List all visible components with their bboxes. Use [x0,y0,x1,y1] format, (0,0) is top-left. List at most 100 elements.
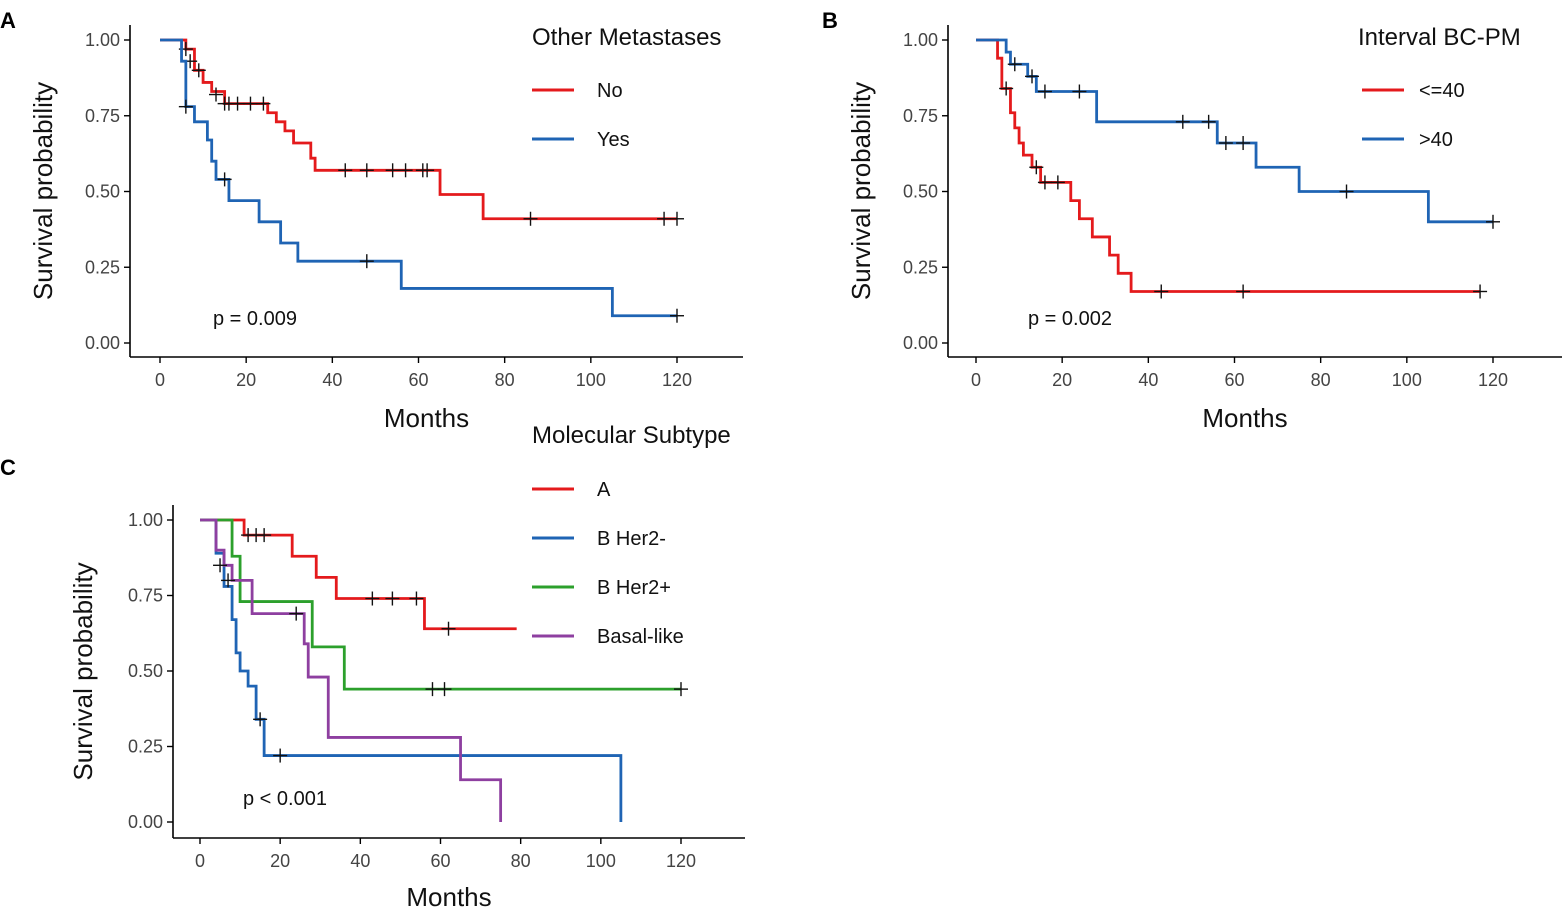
censor-mark [1072,84,1087,99]
x-tick-label: 60 [1224,370,1244,390]
x-tick-label: 40 [322,370,342,390]
x-tick-label: 40 [1138,370,1158,390]
y-tick-label: 0.50 [85,182,120,202]
censor-mark [359,163,374,178]
censor-mark [1473,284,1488,299]
x-tick-label: 20 [270,851,290,871]
censor-mark [523,211,538,226]
censor-mark [670,308,684,323]
legend: Molecular Subtype A B Her2- B Her2+ Basal-li… [532,422,731,648]
censor-mark [420,163,435,178]
x-tick-label: 0 [195,851,205,871]
censor-mark [273,748,288,763]
censor-mark [999,81,1014,96]
x-tick-label: 80 [511,851,531,871]
x-tick-label: 60 [430,851,450,871]
x-tick-label: 60 [408,370,428,390]
y-tick-label: 0.25 [128,737,163,757]
legend-label: B Her2+ [597,577,671,599]
censor-mark [385,163,400,178]
x-tick-label: 40 [350,851,370,871]
y-tick-label: 0.00 [903,333,938,353]
censor-mark [441,621,456,636]
censor-mark [1007,57,1022,72]
x-tick-label: 0 [971,370,981,390]
x-axis-title: Months [406,882,491,911]
km-curve--40 [976,38,1493,224]
censor-mark [1050,175,1065,190]
censor-mark [1236,284,1251,299]
censor-mark [365,591,380,606]
x-tick-label: 20 [1052,370,1072,390]
y-tick-label: 1.00 [903,30,938,50]
censor-mark [1236,136,1251,151]
censor-mark [191,63,206,78]
km-curve-a [200,518,517,631]
y-tick-label: 0.75 [128,586,163,606]
y-tick-label: 0.75 [85,106,120,126]
censor-mark [657,211,672,226]
censor-mark [674,682,688,697]
legend-title: Molecular Subtype [532,422,731,449]
y-tick-label: 0.50 [903,182,938,202]
censor-mark [1025,69,1040,84]
y-tick-label: 0.00 [85,333,120,353]
legend-title: Interval BC-PM [1358,24,1521,51]
censor-mark [213,558,228,573]
censor-mark [243,96,258,111]
legend: Interval BC-PM <=40 >40 [1358,24,1521,151]
censor-mark [398,163,413,178]
y-axis-title: Survival probability [28,82,58,300]
x-tick-label: 100 [586,851,616,871]
x-axis-title: Months [384,403,469,433]
censor-mark [1175,114,1190,129]
y-tick-label: 0.00 [128,812,163,832]
x-tick-label: 20 [236,370,256,390]
km-curve-b-her2- [200,518,681,691]
legend-label: <=40 [1419,80,1465,102]
y-axis-title: Survival probability [68,562,98,780]
legend-label: No [597,80,623,102]
censor-mark [257,528,272,543]
km-curve-basal-like [200,518,503,822]
legend-label: Basal-like [597,626,684,648]
censor-mark [385,591,400,606]
p-value: p = 0.002 [1028,308,1112,330]
censor-mark [1218,136,1233,151]
censor-mark [256,96,271,111]
x-tick-label: 80 [495,370,515,390]
censor-mark [289,606,304,621]
censor-mark [359,254,374,269]
km-curve-b-her2- [200,518,623,822]
p-value: p = 0.009 [213,308,297,330]
x-tick-label: 120 [666,851,696,871]
censor-mark [409,591,424,606]
y-tick-label: 0.25 [85,257,120,277]
censor-mark [253,712,268,727]
x-tick-label: 120 [662,370,692,390]
censor-mark [1029,160,1044,175]
panel-letter: C [0,455,16,480]
censor-mark [1037,84,1052,99]
legend-title: Other Metastases [532,24,721,51]
panel-b: B 0 20 40 60 80 100 120 0.00 0.25 0.50 0.75 1.00 Surv… [822,8,1562,433]
censor-mark [221,573,236,588]
y-axis-title: Survival probability [846,82,876,300]
censor-mark [437,682,452,697]
panel-a: A 0 20 40 60 80 100 120 0.00 0.25 0.50 0.75 1.00 Surv… [0,8,743,433]
panel-letter: A [0,8,16,33]
legend-label: Yes [597,129,630,151]
censor-mark [217,172,232,187]
panel-c: C 0 20 40 60 80 100 120 0.00 0.25 0.50 0.75 1.00 Surv… [0,422,745,911]
legend-label: >40 [1419,129,1453,151]
censor-mark [1201,114,1216,129]
x-tick-label: 100 [576,370,606,390]
legend-label: B Her2- [597,528,666,550]
censor-mark [1037,175,1052,190]
p-value: p < 0.001 [243,788,327,810]
x-tick-label: 0 [155,370,165,390]
legend: Other Metastases No Yes [532,24,721,151]
x-tick-label: 100 [1392,370,1422,390]
x-axis-title: Months [1202,403,1287,433]
